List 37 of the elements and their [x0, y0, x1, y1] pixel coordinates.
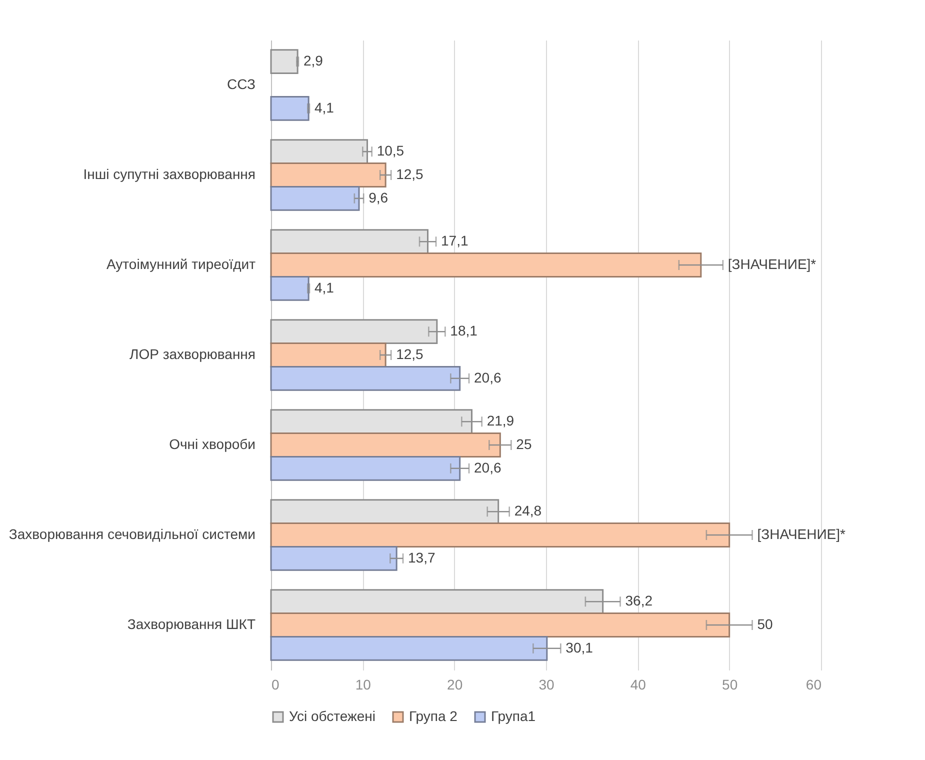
x-tick-label: 20 — [447, 676, 463, 692]
y-tick-label: Інші супутні захворювання — [83, 166, 256, 182]
y-tick-label: ЛОР захворювання — [130, 346, 256, 362]
y-tick-label: Захворювання ШКТ — [127, 616, 256, 632]
data-label: 2,9 — [304, 52, 324, 69]
y-tick-label: Очні хвороби — [169, 436, 256, 452]
data-label: 12,5 — [396, 166, 424, 182]
legend-label: Група 2 — [409, 708, 458, 724]
y-tick-label: Захворювання сечовидільної системи — [8, 526, 256, 542]
data-label: 4,1 — [314, 279, 334, 296]
data-label: 24,8 — [514, 502, 542, 519]
data-label: 50 — [757, 616, 774, 632]
data-label: 20,6 — [474, 459, 502, 476]
data-label: 18,1 — [450, 322, 478, 339]
data-label: 10,5 — [376, 142, 404, 159]
x-tick-label: 30 — [538, 676, 554, 692]
data-label: 20,6 — [474, 369, 502, 386]
data-label: 9,6 — [368, 189, 388, 206]
x-tick-label: 50 — [722, 676, 738, 692]
data-label: 30,1 — [566, 639, 594, 656]
x-tick-label: 10 — [355, 676, 372, 692]
y-tick-label: Аутоімунний тиреоїдит — [106, 256, 256, 272]
x-tick-label: 60 — [806, 676, 822, 692]
x-tick-label: 0 — [272, 676, 280, 692]
legend-label: Усі обстежені — [289, 708, 376, 724]
data-label: [ЗНАЧЕНИЕ]* — [757, 526, 846, 542]
data-label: 17,1 — [441, 232, 468, 249]
x-tick-label: 40 — [630, 676, 646, 692]
legend-label: Група1 — [491, 708, 536, 724]
data-label: 12,5 — [396, 346, 424, 362]
data-label: 36,2 — [625, 592, 653, 609]
y-tick-label: ССЗ — [226, 76, 256, 92]
data-label: 4,1 — [314, 99, 334, 116]
data-label: 25 — [516, 436, 532, 452]
data-label: 21,9 — [486, 412, 514, 429]
data-label: [ЗНАЧЕНИЕ]* — [728, 256, 817, 272]
data-label: 13,7 — [408, 549, 436, 566]
